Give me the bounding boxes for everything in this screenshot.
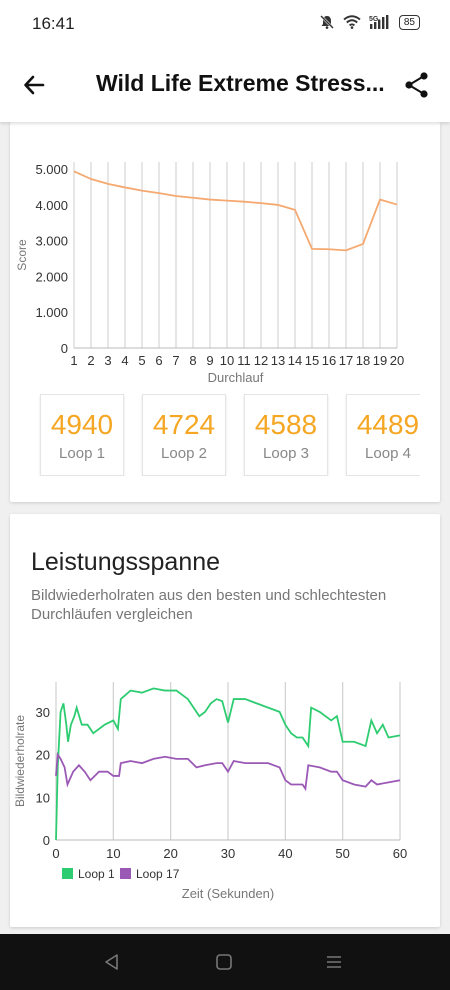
- x-tick-label: 14: [288, 353, 302, 368]
- network-label: 5G: [369, 16, 379, 23]
- x-tick-label: 5: [138, 353, 145, 368]
- legend-swatch: [62, 868, 73, 879]
- loop17-series-line: [55, 751, 401, 792]
- status-time: 16:41: [32, 14, 75, 33]
- section-description: Bildwiederholraten aus den besten und sc…: [31, 587, 387, 623]
- home-square-icon[interactable]: [214, 952, 234, 972]
- y-tick-label: 10: [36, 790, 50, 805]
- x-tick-label: 20: [390, 353, 404, 368]
- page-title: Wild Life Extreme Stress...: [96, 70, 385, 96]
- score-series-line: [73, 170, 398, 252]
- x-tick-label: 40: [278, 846, 292, 861]
- loop-tile[interactable]: 4724 Loop 2: [142, 394, 226, 476]
- x-tick-label: 7: [172, 353, 179, 368]
- x-tick-label: 13: [271, 353, 285, 368]
- loop-label: Loop 2: [161, 445, 207, 462]
- back-triangle-icon[interactable]: [102, 952, 122, 972]
- y-axis-label: Score: [15, 239, 29, 271]
- mute-icon: [319, 15, 334, 29]
- legend-label: Loop 1: [78, 867, 115, 881]
- battery-icon: 85: [398, 14, 420, 30]
- y-tick-label: 5.000: [35, 162, 68, 177]
- x-tick-label: 60: [393, 846, 407, 861]
- loop-score: 4940: [50, 409, 114, 440]
- loop-score: 4724: [152, 409, 216, 440]
- loop-tile[interactable]: 4489 Loop 4: [346, 394, 420, 476]
- y-tick-label: 0: [43, 833, 50, 848]
- y-tick-label: 4.000: [35, 198, 68, 213]
- x-tick-label: 6: [155, 353, 162, 368]
- y-tick-label: 20: [36, 748, 50, 763]
- section-title: Leistungsspanne: [31, 548, 221, 576]
- legend-label: Loop 17: [136, 867, 180, 881]
- x-tick-label: 10: [220, 353, 234, 368]
- x-tick-label: 9: [206, 353, 213, 368]
- score-card: 0 1.000 2.000 3.000 4.000 5.000 1 2 3 4 5 6 7 8 9 10 11 1…: [10, 122, 440, 502]
- x-tick-label: 15: [305, 353, 319, 368]
- status-bar: 16:41 5G 85: [0, 0, 450, 48]
- y-tick-label: 3.000: [35, 234, 68, 249]
- loop-label: Loop 1: [59, 445, 105, 462]
- loop-label: Loop 3: [263, 445, 309, 462]
- x-tick-label: 50: [335, 846, 349, 861]
- performance-card: Leistungsspanne Bildwiederholraten aus d…: [10, 514, 440, 927]
- wifi-icon: [343, 15, 361, 29]
- x-tick-label: 18: [356, 353, 370, 368]
- loop-label: Loop 4: [365, 445, 411, 462]
- x-tick-label: 8: [189, 353, 196, 368]
- x-tick-label: 16: [322, 353, 336, 368]
- x-axis-label: Durchlauf: [208, 370, 264, 385]
- signal-icon: 5G: [369, 15, 389, 29]
- x-tick-label: 12: [254, 353, 268, 368]
- x-tick-label: 0: [52, 846, 59, 861]
- share-icon[interactable]: [402, 70, 432, 100]
- x-tick-label: 11: [237, 353, 251, 368]
- x-tick-label: 20: [163, 846, 177, 861]
- x-axis-label: Zeit (Sekunden): [182, 886, 275, 901]
- loop-score: 4588: [254, 409, 318, 440]
- y-tick-label: 30: [36, 705, 50, 720]
- x-tick-label: 4: [121, 353, 128, 368]
- app-bar: Wild Life Extreme Stress...: [0, 48, 450, 122]
- y-tick-label: 1.000: [35, 305, 68, 320]
- loop1-series-line: [55, 687, 401, 841]
- arrow-left-icon[interactable]: [20, 70, 50, 100]
- x-tick-label: 2: [87, 353, 94, 368]
- x-tick-label: 3: [104, 353, 111, 368]
- y-axis-label: Bildwiederholrate: [13, 715, 27, 807]
- status-icons: 5G 85: [319, 14, 420, 30]
- x-tick-label: 30: [221, 846, 235, 861]
- loop-tile[interactable]: 4940 Loop 1: [40, 394, 124, 476]
- system-nav-bar: [0, 934, 450, 990]
- recents-menu-icon[interactable]: [324, 952, 344, 972]
- y-tick-label: 2.000: [35, 269, 68, 284]
- loop-tile[interactable]: 4588 Loop 3: [244, 394, 328, 476]
- x-tick-label: 17: [339, 353, 353, 368]
- x-tick-label: 19: [373, 353, 387, 368]
- legend-swatch: [120, 868, 131, 879]
- x-tick-label: 1: [70, 353, 77, 368]
- x-tick-label: 10: [106, 846, 120, 861]
- loop-score-row[interactable]: 4940 Loop 1 4724 Loop 2 4588 Loop 3 4489…: [10, 394, 420, 476]
- y-tick-label: 0: [61, 341, 68, 356]
- loop-score: 4489: [356, 409, 420, 440]
